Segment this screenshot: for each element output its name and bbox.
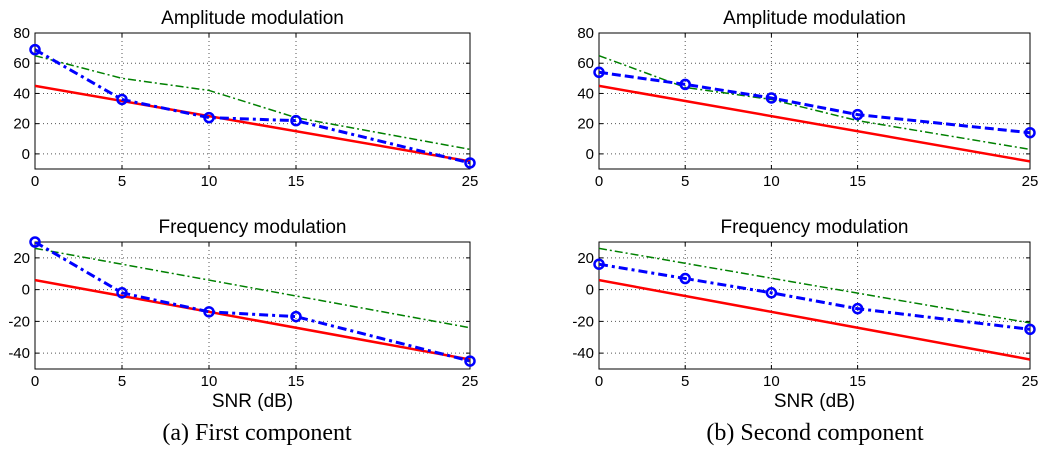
data-point-marker: [679, 78, 691, 91]
chart-title: Amplitude modulation: [161, 8, 344, 29]
caption-first-component: (a) First component: [162, 420, 352, 446]
y-tick-label: 80: [13, 25, 30, 42]
data-point-marker: [593, 66, 605, 79]
caption-second-component: (b) Second component: [706, 420, 924, 446]
x-tick-label: 5: [681, 373, 689, 390]
series-line-blue-dashed-circle: [599, 70, 1030, 135]
series-line-red-solid: [599, 84, 1030, 163]
chart-panel-2: 0 5 10 15 25 20 0 -20 -40 Frequency modulation SNR…: [8, 217, 478, 412]
chart-title: Frequency modulation: [721, 217, 909, 238]
data-point-marker: [116, 287, 128, 299]
data-point-marker: [203, 306, 215, 318]
x-tick-label: 15: [288, 173, 305, 190]
y-tick-label: 0: [22, 282, 30, 299]
x-tick-label: 10: [201, 173, 218, 190]
x-tick-label: 10: [763, 173, 780, 190]
y-tick-label: -40: [572, 345, 594, 362]
y-tick-label: -20: [8, 313, 30, 330]
y-tick-label: -20: [572, 313, 594, 330]
series-line-blue-dashdot-circle: [599, 262, 1030, 331]
chart-panel-1: 0 5 10 15 25 80 60 40 20 0 Amplitude modulation: [13, 8, 478, 190]
x-tick-label: 0: [595, 373, 603, 390]
x-tick-label: 0: [31, 373, 39, 390]
x-tick-label: 0: [595, 173, 603, 190]
data-point-marker: [29, 43, 41, 56]
y-tick-label: 40: [577, 85, 594, 102]
data-point-marker: [851, 108, 864, 121]
x-tick-label: 10: [763, 373, 780, 390]
data-point-marker: [290, 310, 302, 323]
x-tick-label: 5: [681, 173, 689, 190]
series-line-red-solid: [35, 84, 470, 163]
axes-box: [598, 32, 1031, 170]
data-point-marker: [203, 111, 215, 124]
x-tick-label: 25: [1022, 373, 1039, 390]
x-tick-label: 0: [31, 173, 39, 190]
plot-area: [35, 242, 470, 363]
data-point-marker: [464, 355, 476, 367]
plot-area: [599, 247, 1030, 361]
y-tick-label: 0: [586, 146, 594, 163]
y-tick-label: 40: [13, 85, 30, 102]
x-tick-label: 10: [201, 373, 218, 390]
series-line-green-dashdot: [599, 247, 1030, 324]
x-tick-label: 5: [118, 373, 126, 390]
chart-title: Frequency modulation: [159, 217, 347, 238]
plot-area: [35, 48, 470, 165]
axes-box: [598, 241, 1031, 370]
chart-panel-4: 0 5 10 15 25 20 0 -20 -40 Frequency modulation SNR…: [572, 217, 1038, 412]
x-tick-label: 25: [462, 173, 479, 190]
x-tick-label: 15: [288, 373, 305, 390]
chart-title: Amplitude modulation: [723, 8, 906, 29]
y-tick-label: 20: [13, 250, 30, 267]
x-axis-label: SNR (dB): [774, 391, 855, 412]
series-line-green-dashdot: [35, 54, 470, 151]
series-line-green-dashdot: [599, 54, 1030, 151]
x-axis-label: SNR (dB): [212, 391, 293, 412]
x-tick-label: 25: [1022, 173, 1039, 190]
data-point-marker: [29, 236, 41, 248]
axes-box: [34, 32, 471, 170]
data-point-marker: [464, 157, 476, 169]
x-tick-label: 15: [849, 173, 866, 190]
data-point-marker: [679, 272, 691, 285]
data-point-marker: [593, 258, 605, 270]
series-line-red-solid: [35, 278, 470, 361]
x-tick-label: 25: [462, 373, 479, 390]
chart-panel-3: 0 5 10 15 25 80 60 40 20 0 Amplitude modulation: [577, 8, 1038, 190]
data-point-marker: [765, 287, 778, 299]
data-point-marker: [290, 114, 302, 127]
y-tick-label: 60: [13, 55, 30, 72]
data-point-marker: [765, 92, 778, 104]
y-tick-label: 0: [586, 282, 594, 299]
y-tick-label: 20: [577, 250, 594, 267]
axes-box: [34, 241, 471, 370]
y-tick-label: 0: [22, 146, 30, 163]
data-point-marker: [116, 93, 128, 106]
data-point-marker: [1024, 126, 1036, 139]
x-tick-label: 15: [849, 373, 866, 390]
y-tick-label: 80: [577, 25, 594, 42]
x-tick-label: 5: [118, 173, 126, 190]
data-point-marker: [851, 302, 864, 315]
series-line-blue-dashdot-circle: [35, 48, 470, 165]
plot-area: [599, 54, 1030, 163]
series-line-green-dashdot: [35, 247, 470, 329]
y-tick-label: 60: [577, 55, 594, 72]
series-line-blue-dashdot-circle: [35, 242, 470, 363]
y-tick-label: -40: [8, 345, 30, 362]
y-tick-label: 20: [13, 116, 30, 133]
y-tick-label: 20: [577, 116, 594, 133]
data-point-marker: [1024, 323, 1036, 336]
series-line-red-solid: [599, 278, 1030, 361]
